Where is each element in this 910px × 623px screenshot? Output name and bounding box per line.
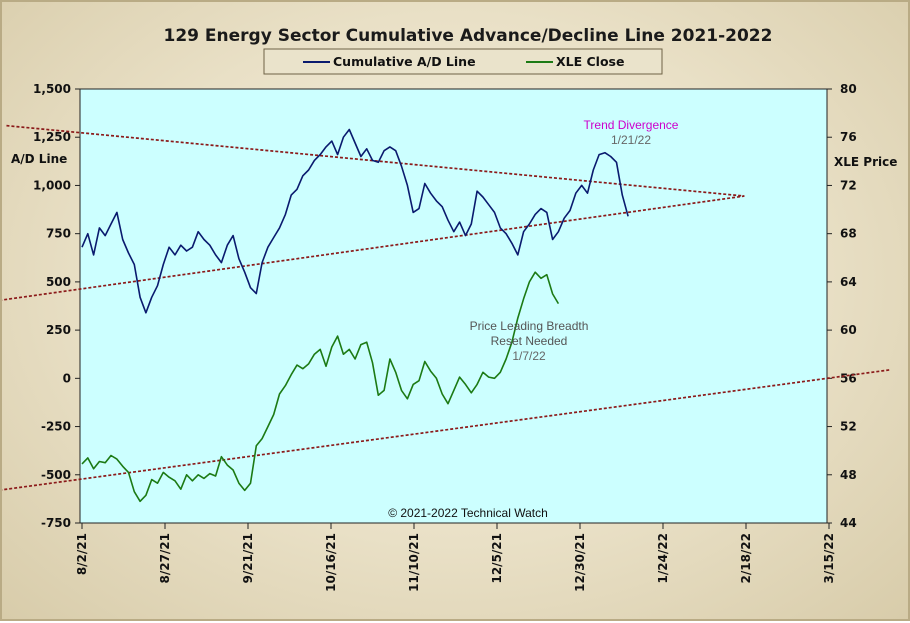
y-left-tick-label: 500 bbox=[46, 275, 71, 289]
y-right-tick-label: 44 bbox=[840, 516, 857, 530]
series-lines bbox=[81, 128, 629, 503]
annotation-leading-date: 1/7/22 bbox=[512, 349, 546, 363]
x-tick-label: 1/24/22 bbox=[656, 533, 670, 584]
y-axis-right-label: XLE Price bbox=[834, 155, 897, 169]
x-axis: 8/2/21 8/27/21 9/21/21 10/16/21 11/10/21 12/5… bbox=[75, 523, 836, 592]
y-left-tick-label: 1,500 bbox=[33, 82, 71, 96]
x-tick-label: 8/2/21 bbox=[75, 533, 89, 575]
legend-ad-label: Cumulative A/D Line bbox=[333, 54, 476, 69]
y-right-tick-label: 76 bbox=[840, 130, 857, 144]
y-left-tick-label: 1,250 bbox=[33, 130, 71, 144]
x-tick-label: 9/21/21 bbox=[241, 533, 255, 584]
y-right-tick-label: 60 bbox=[840, 323, 857, 337]
annotation-price-leading-2: Reset Needed bbox=[491, 334, 568, 348]
x-tick-label: 11/10/21 bbox=[407, 533, 421, 592]
credit-text: © 2021-2022 Technical Watch bbox=[388, 506, 548, 520]
y-right-tick-label: 72 bbox=[840, 178, 857, 192]
plot-area bbox=[79, 88, 828, 524]
ad-line-series bbox=[81, 128, 629, 314]
y-left-tick-label: -750 bbox=[41, 516, 71, 530]
x-tick-label: 2/18/22 bbox=[739, 533, 753, 584]
x-tick-label: 12/30/21 bbox=[573, 533, 587, 592]
y-left-tick-label: 1,000 bbox=[33, 178, 71, 192]
trendline bbox=[2, 195, 745, 301]
xle-close-series bbox=[81, 271, 560, 503]
x-tick-label: 12/5/21 bbox=[490, 533, 504, 584]
y-right-tick-label: 80 bbox=[840, 82, 857, 96]
y-right-tick-label: 48 bbox=[840, 468, 857, 482]
y-right-tick-label: 56 bbox=[840, 371, 857, 385]
trendline bbox=[2, 369, 890, 491]
x-tick-label: 10/16/21 bbox=[324, 533, 338, 592]
y-right-tick-label: 68 bbox=[840, 227, 857, 241]
y-right-tick-label: 52 bbox=[840, 420, 857, 434]
x-tick-label: 8/27/21 bbox=[158, 533, 172, 584]
y-axis-right: 80 76 72 68 64 60 56 52 48 44 bbox=[827, 82, 857, 530]
y-left-tick-label: -500 bbox=[41, 468, 71, 482]
legend: Cumulative A/D Line XLE Close bbox=[263, 48, 663, 75]
y-right-tick-label: 64 bbox=[840, 275, 857, 289]
y-left-tick-label: -250 bbox=[41, 420, 71, 434]
legend-xle-label: XLE Close bbox=[556, 54, 624, 69]
annotation-trend-divergence: Trend Divergence bbox=[584, 118, 679, 132]
y-axis-left-label: A/D Line bbox=[11, 152, 67, 166]
y-left-tick-label: 0 bbox=[63, 371, 71, 385]
y-left-tick-label: 250 bbox=[46, 323, 71, 337]
chart-title: 129 Energy Sector Cumulative Advance/Dec… bbox=[164, 26, 773, 46]
annotation-divergence-date: 1/21/22 bbox=[611, 133, 651, 147]
annotation-price-leading-1: Price Leading Breadth bbox=[470, 319, 589, 333]
x-tick-label: 3/15/22 bbox=[822, 533, 836, 584]
y-left-tick-label: 750 bbox=[46, 227, 71, 241]
y-axis-left: 1,500 1,250 1,000 750 500 250 0 -250 -500 -750 bbox=[33, 82, 80, 530]
